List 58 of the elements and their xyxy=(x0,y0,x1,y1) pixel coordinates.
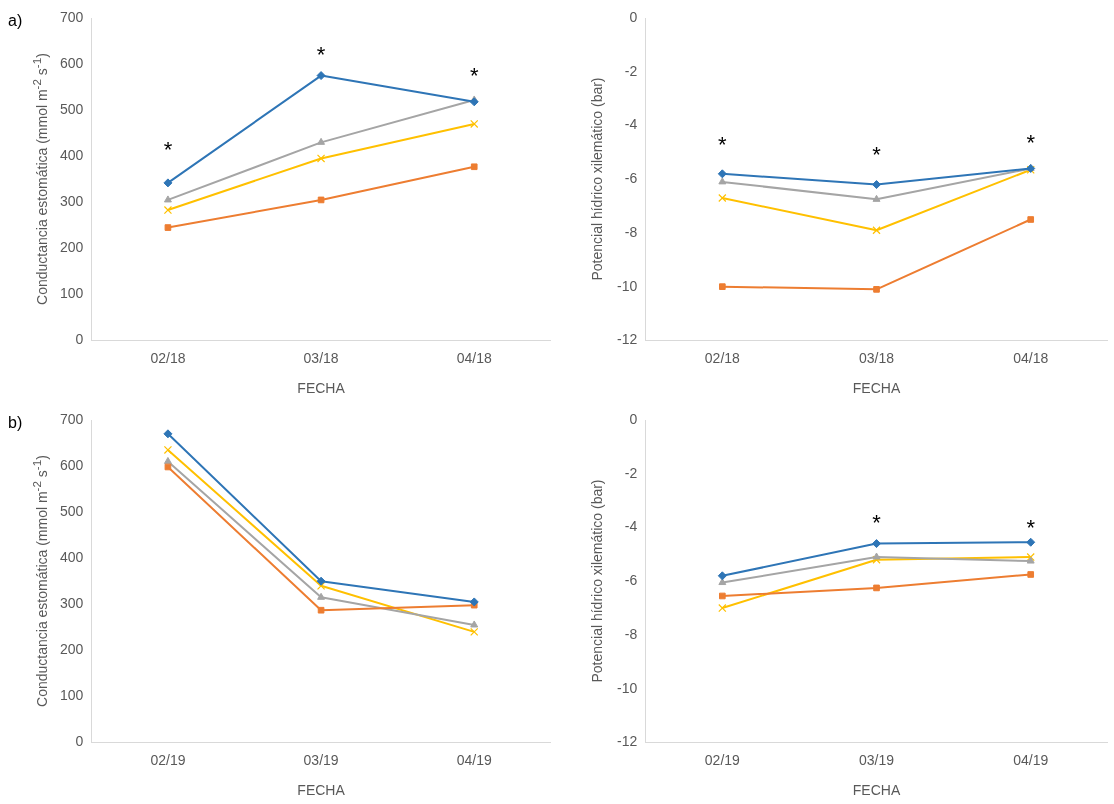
x-tick-label: 02/19 xyxy=(150,751,186,768)
annotation: * xyxy=(469,63,479,88)
y-tick-label: 100 xyxy=(60,687,84,704)
x-tick-label: 02/18 xyxy=(150,349,186,366)
y-tick-label: 600 xyxy=(60,456,84,473)
x-tick-label: 03/18 xyxy=(858,349,895,366)
x-axis-title: FECHA xyxy=(852,782,901,799)
y-tick-label: -8 xyxy=(624,223,638,240)
y-tick-label: -4 xyxy=(624,518,638,535)
x-tick-label: 04/18 xyxy=(456,349,492,366)
x-tick-label: 04/19 xyxy=(456,751,492,768)
x-tick-label: 02/19 xyxy=(704,751,741,768)
y-tick-label: -10 xyxy=(617,277,638,294)
y-tick-label: -8 xyxy=(624,625,638,642)
y-tick-label: 500 xyxy=(60,100,84,117)
y-tick-label: 100 xyxy=(60,285,84,302)
x-tick-label: 02/18 xyxy=(704,349,741,366)
y-axis-title: Potencial hídrico xilemático (bar) xyxy=(589,479,605,683)
x-tick-label: 04/18 xyxy=(1013,349,1049,366)
x-tick-label: 03/19 xyxy=(858,751,895,768)
y-tick-label: -6 xyxy=(624,572,638,589)
annotation: * xyxy=(163,137,173,162)
y-tick-label: -6 xyxy=(624,170,638,187)
y-tick-label: -2 xyxy=(624,464,638,481)
y-tick-label: -10 xyxy=(617,679,638,696)
annotation: * xyxy=(872,510,881,535)
x-tick-label: 03/18 xyxy=(303,349,339,366)
y-tick-label: 500 xyxy=(60,502,84,519)
y-tick-label: 0 xyxy=(629,410,638,427)
y-tick-label: -2 xyxy=(624,62,638,79)
y-tick-label: 700 xyxy=(60,410,84,427)
y-tick-label: -12 xyxy=(617,331,638,348)
x-tick-label: 04/19 xyxy=(1013,751,1049,768)
y-axis-title: Potencial hídrico xilemático (bar) xyxy=(589,77,605,281)
x-axis-title: FECHA xyxy=(297,782,346,799)
y-tick-label: -4 xyxy=(624,116,638,133)
text: a) xyxy=(8,12,23,30)
y-tick-label: 300 xyxy=(60,193,84,210)
y-tick-label: 0 xyxy=(75,733,84,750)
y-tick-label: 400 xyxy=(60,549,84,566)
annotation: * xyxy=(872,142,881,167)
y-tick-label: 0 xyxy=(75,331,84,348)
y-tick-label: 200 xyxy=(60,239,84,256)
x-axis-title: FECHA xyxy=(852,380,901,397)
y-tick-label: -12 xyxy=(617,733,638,750)
text: b) xyxy=(8,414,23,432)
annotation: * xyxy=(1026,130,1035,155)
annotation: * xyxy=(718,132,727,157)
y-tick-label: 300 xyxy=(60,595,84,612)
x-tick-label: 03/19 xyxy=(303,751,339,768)
y-tick-label: 400 xyxy=(60,147,84,164)
annotation: * xyxy=(1026,515,1035,540)
y-tick-label: 700 xyxy=(60,8,84,25)
y-tick-label: 200 xyxy=(60,641,84,658)
y-tick-label: 600 xyxy=(60,54,84,71)
x-axis-title: FECHA xyxy=(297,380,346,397)
y-tick-label: 0 xyxy=(629,8,638,25)
annotation: * xyxy=(316,42,326,67)
